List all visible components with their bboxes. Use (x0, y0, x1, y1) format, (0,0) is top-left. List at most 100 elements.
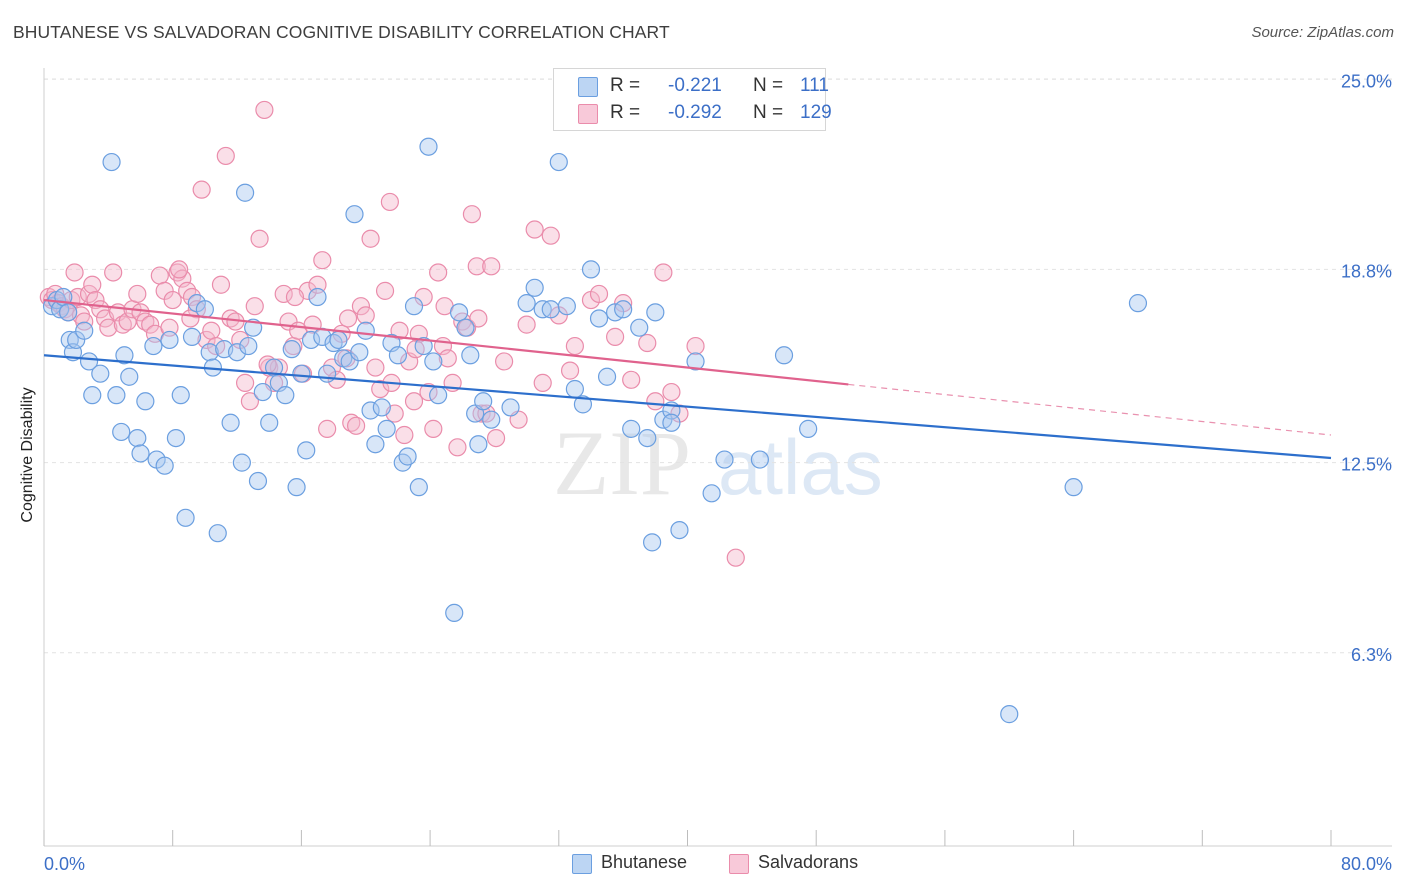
salvadorans-point (517, 315, 536, 334)
salvadorans-point (467, 257, 486, 276)
bhutanese-point (75, 321, 94, 340)
salvadorans-point (638, 333, 657, 353)
bhutanese-point (372, 398, 391, 417)
y-tick-labels: 6.3% 12.5% 18.8% 25.0% (1341, 71, 1392, 665)
x-tick-label-max: 80.0% (1341, 854, 1392, 874)
bhutanese-point (424, 352, 443, 371)
bhutanese-point (83, 386, 102, 405)
salvadorans-point (448, 438, 467, 457)
salvadorans-point (525, 220, 544, 239)
bhutanese-point (622, 419, 641, 438)
salvadorans-point (313, 251, 332, 270)
bhutanese-point (292, 364, 311, 383)
salvadorans-point (361, 229, 380, 248)
bhutanese-point (318, 364, 337, 383)
legend-r-value: -0.292 (668, 102, 722, 123)
bhutanese-point (589, 309, 609, 328)
salvadorans-point (128, 284, 147, 304)
salvadorans-point (482, 257, 501, 276)
bhutanese-point (456, 318, 475, 337)
bhutanese-point (232, 453, 251, 472)
salvadorans-point (726, 548, 745, 567)
bhutanese-point (366, 435, 385, 454)
bhutanese-point (461, 346, 480, 365)
bhutanese-point (340, 352, 359, 371)
salvadorans-point (104, 263, 123, 282)
salvadorans-point (395, 425, 414, 445)
legend-label-salvadorans: Salvadorans (758, 852, 859, 872)
bhutanese-point (287, 478, 306, 497)
bhutanese-point (102, 152, 121, 172)
salvadorans-point (150, 266, 169, 285)
legend-label-bhutanese: Bhutanese (601, 852, 688, 872)
y-tick-label: 6.3% (1351, 645, 1392, 665)
legend-swatch-blue (572, 854, 592, 874)
bhutanese-point (517, 294, 536, 313)
salvadorans-point (414, 287, 433, 307)
bhutanese-point (239, 336, 258, 356)
salvadorans-point (68, 287, 87, 307)
correlation-legend: R = -0.221 N = 111 R = -0.292 N = 129 (553, 68, 832, 131)
bhutanese-point (1064, 478, 1083, 497)
bhutanese-point (670, 520, 689, 540)
bhutanese-point (131, 444, 150, 463)
salvadorans-point (438, 349, 457, 368)
bhutanese-point (59, 303, 78, 322)
bhutanese-trend-line (43, 354, 1332, 460)
bhutanese-point (221, 413, 240, 432)
grid-lines (44, 78, 1392, 654)
bhutanese-point (565, 379, 584, 399)
bhutanese-point (155, 456, 174, 475)
salvadorans-point (250, 229, 269, 248)
salvadorans-point (342, 413, 361, 432)
salvadorans-point (404, 392, 424, 411)
salvadorans-point (533, 373, 552, 392)
bhutanese-point (525, 278, 544, 297)
legend-r-label: R = (610, 102, 641, 123)
bhutanese-point (581, 260, 601, 279)
bhutanese-point (449, 303, 469, 322)
legend-swatch-blue (578, 77, 598, 97)
legend-swatch-pink (729, 854, 749, 874)
salvadorans-point (168, 263, 187, 282)
legend-n-value: 111 (800, 75, 829, 96)
bhutanese-point (301, 330, 321, 350)
bhutanese-point (112, 422, 131, 442)
bhutanese-point (393, 453, 412, 472)
legend-r-label: R = (610, 75, 641, 96)
salvadorans-point (245, 297, 264, 316)
salvadorans-point (211, 275, 231, 294)
salvadorans-point (285, 287, 305, 307)
salvadorans-point (486, 428, 506, 448)
salvadorans-point (646, 392, 665, 411)
salvadorans-point (163, 290, 182, 310)
salvadorans-point (565, 336, 584, 356)
salvadorans-point (113, 315, 132, 334)
bhutanese-point (227, 343, 247, 362)
bhutanese-point (646, 303, 665, 322)
x-tick-labels: 0.0% 80.0% (44, 854, 1392, 874)
salvadorans-point (371, 379, 390, 399)
salvadorans-point (83, 275, 102, 294)
salvadorans-point (202, 321, 221, 340)
bhutanese-point (308, 287, 327, 307)
salvadorans-point (356, 306, 375, 325)
bhutanese-point (388, 346, 408, 365)
salvadorans-point (136, 312, 155, 331)
salvadorans-points (39, 100, 745, 567)
bhutanese-point (260, 413, 279, 432)
bhutanese-point (715, 450, 734, 469)
bhutanese-point (329, 330, 348, 350)
bhutanese-point (614, 300, 633, 319)
bhutanese-point (799, 419, 818, 438)
salvadorans-point (424, 419, 443, 438)
trend-lines (43, 298, 1332, 460)
salvadorans-point (686, 336, 705, 356)
bhutanese-point (501, 398, 520, 417)
legend-r-value: -0.221 (668, 75, 722, 96)
bhutanese-point (549, 152, 568, 172)
bhutanese-point (248, 471, 268, 491)
bhutanese-point (414, 336, 433, 356)
bhutanese-point (1128, 294, 1148, 313)
